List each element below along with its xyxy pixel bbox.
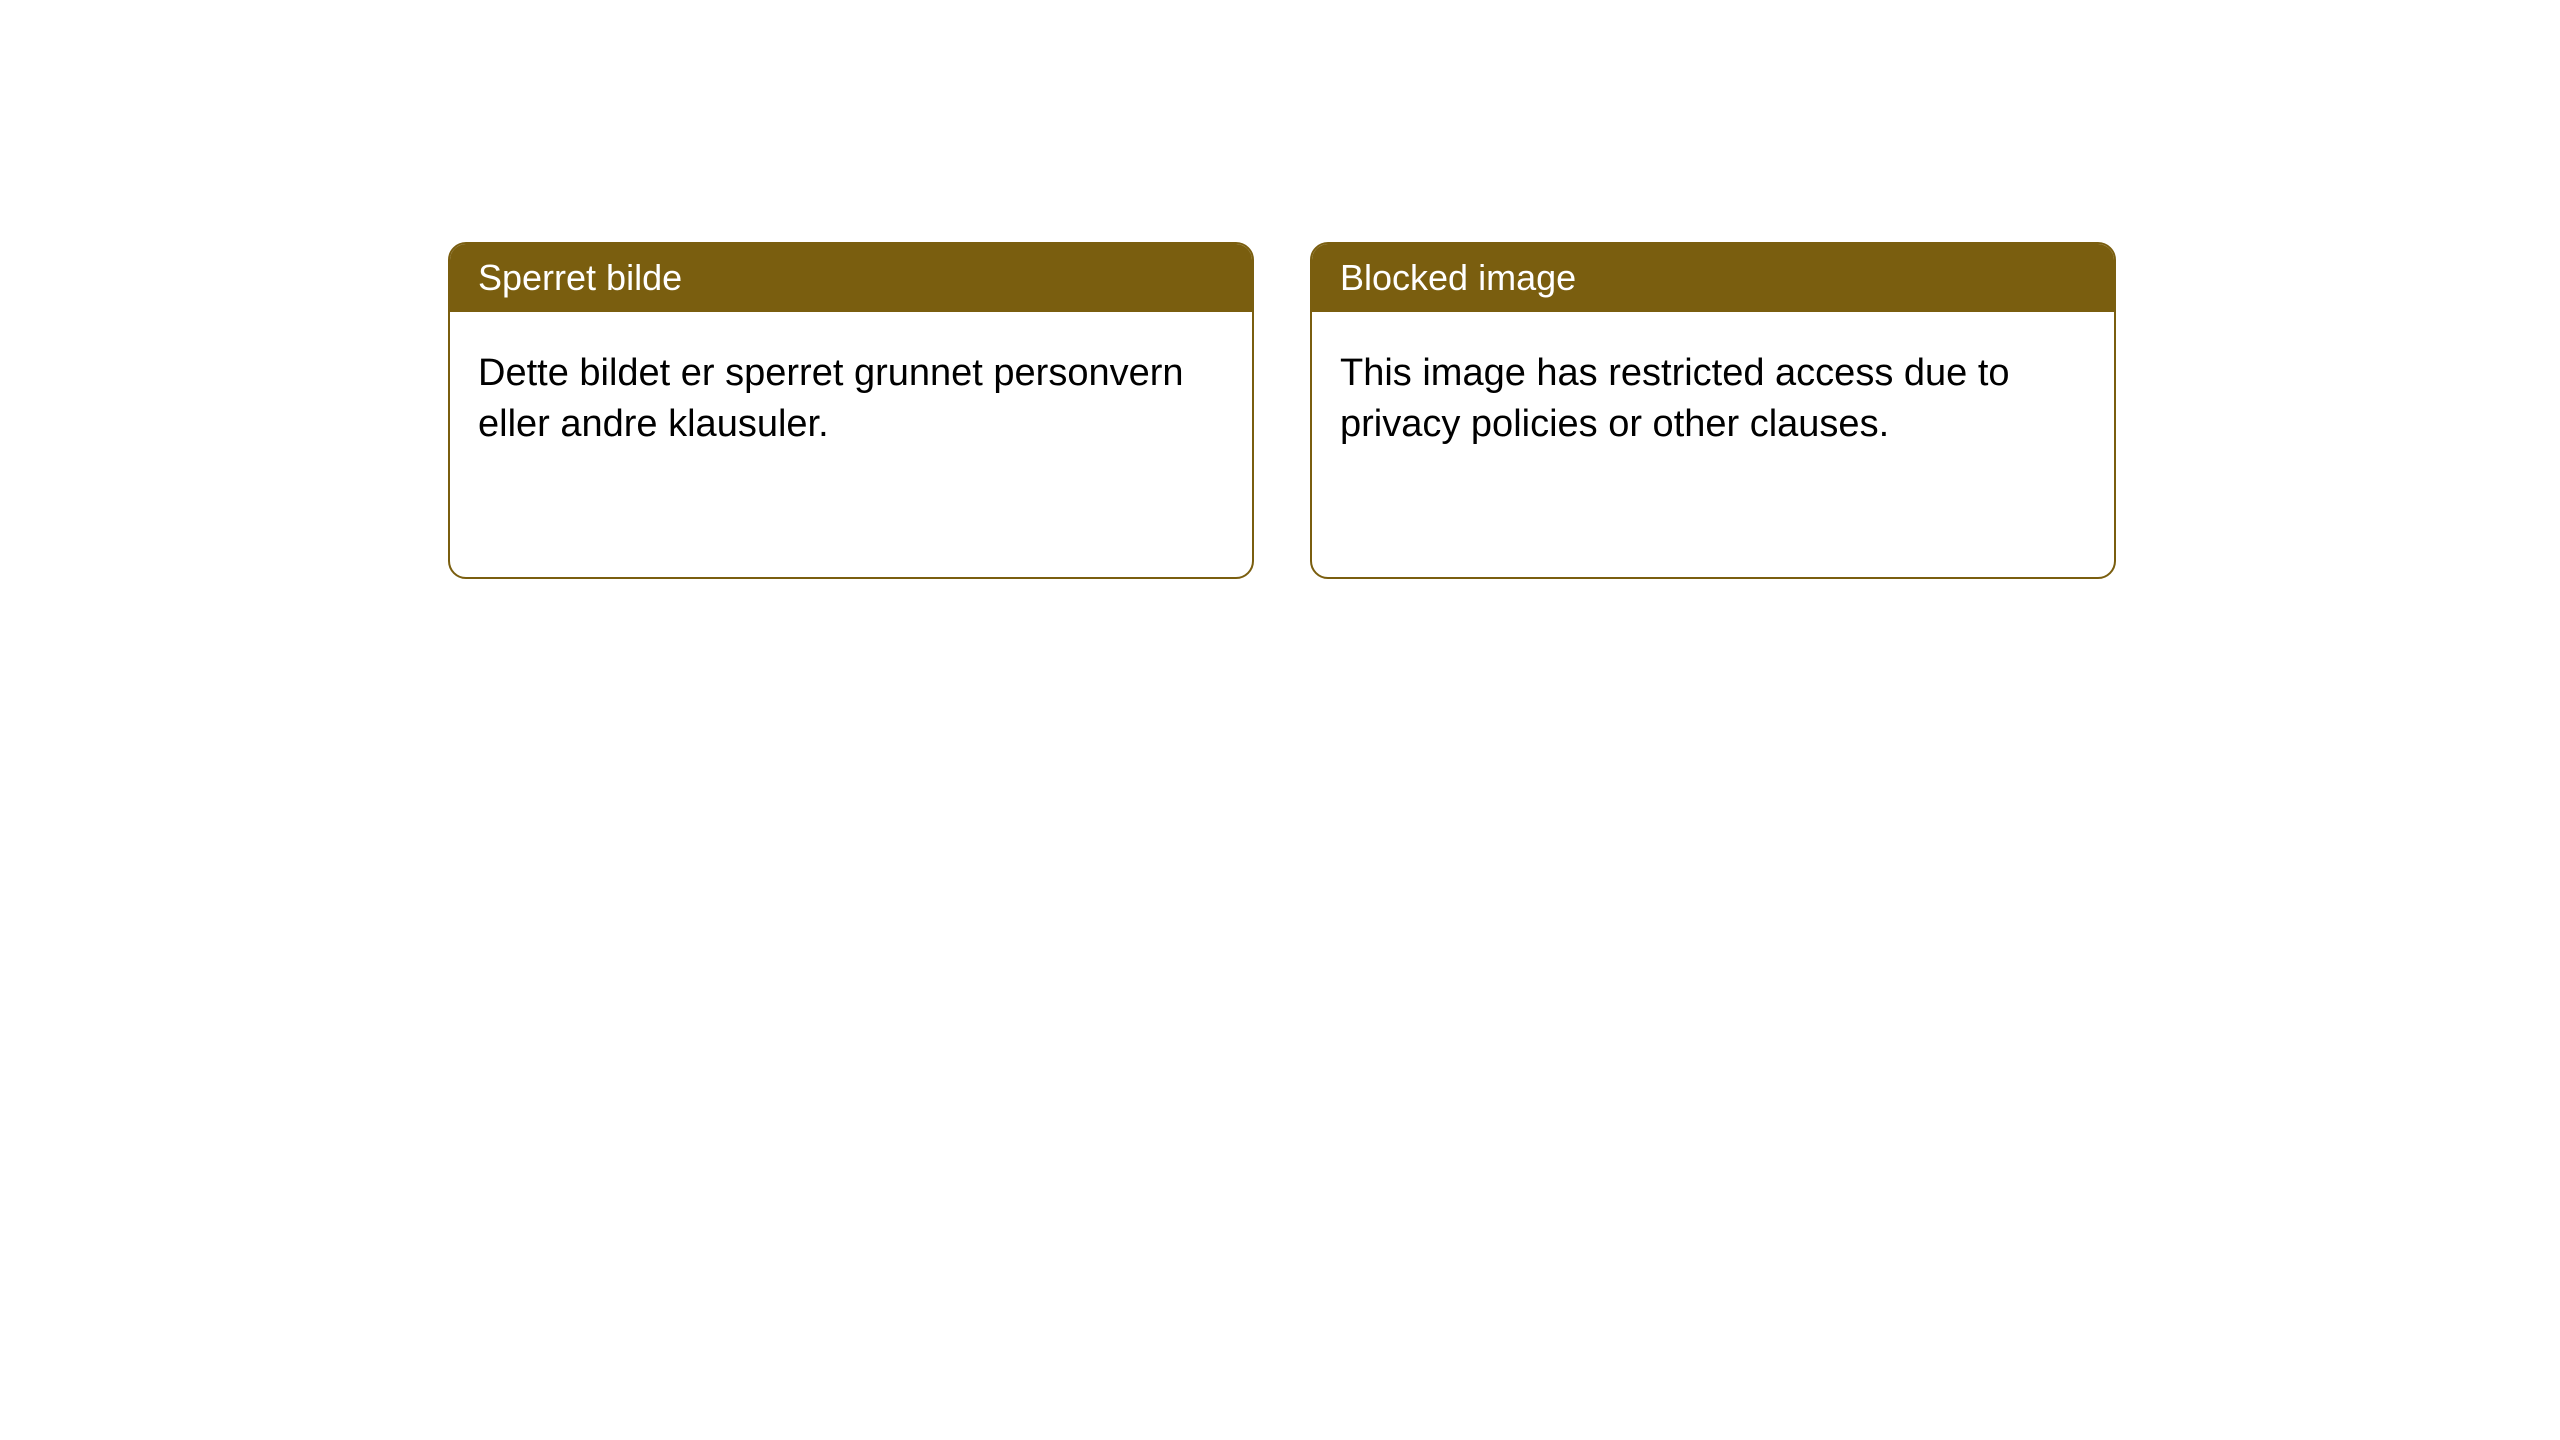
cards-container: Sperret bilde Dette bildet er sperret gr… — [0, 0, 2560, 579]
blocked-image-card-no: Sperret bilde Dette bildet er sperret gr… — [448, 242, 1254, 579]
card-header-en: Blocked image — [1312, 244, 2114, 312]
card-header-no: Sperret bilde — [450, 244, 1252, 312]
card-body-no: Dette bildet er sperret grunnet personve… — [450, 312, 1252, 487]
blocked-image-card-en: Blocked image This image has restricted … — [1310, 242, 2116, 579]
card-body-en: This image has restricted access due to … — [1312, 312, 2114, 487]
